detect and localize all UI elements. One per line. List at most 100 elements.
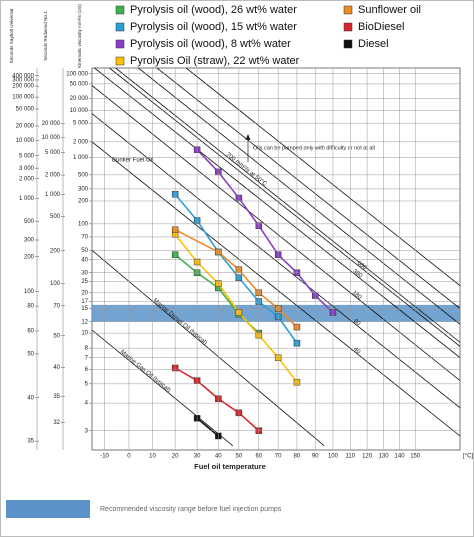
y-tick-label: 20: [81, 290, 88, 296]
reference-line: [92, 329, 234, 447]
scale-tick-label: 500: [50, 214, 61, 220]
reference-line: [156, 68, 460, 309]
x-tick-label: 50: [236, 454, 243, 460]
y-tick-label: 200: [78, 199, 89, 205]
series-line: [196, 417, 219, 437]
y-tick-label: 2 000: [73, 139, 89, 145]
x-tick-label: 20: [172, 454, 179, 460]
scale-tick-label: 40: [53, 365, 60, 371]
legend-swatch: [115, 22, 125, 32]
legend-label: Pyrolysis oil (wood), 8 wt% water: [130, 38, 291, 50]
legend-swatch: [343, 39, 353, 49]
x-tick-label: 10: [149, 454, 156, 460]
reference-line: [92, 141, 460, 437]
y-tick-label: 25: [81, 279, 88, 285]
reference-line: [185, 68, 460, 286]
legend-label: Sunflower oil: [358, 4, 421, 16]
scale-tick-label: 2 000: [45, 173, 61, 179]
legend-label: Pyrolysis oil (wood), 26 wt% water: [130, 4, 297, 16]
scale-tick-label: 40: [27, 395, 34, 401]
x-tick-label: 110: [345, 454, 355, 460]
scale-tick-label: 3 000: [19, 166, 35, 172]
reference-line-label: 380: [352, 269, 364, 280]
scale-tick-label: 500: [24, 219, 35, 225]
scale-tick-label: 200 000: [12, 84, 34, 90]
y-tick-label: 1 000: [73, 155, 89, 161]
legend-label: Diesel: [358, 38, 389, 50]
annotation: Oils can be pumped only with difficulty …: [253, 145, 375, 151]
legend-label: Pyrolysis Oil (straw), 22 wt% water: [130, 55, 300, 67]
scale-tick-label: 50 000: [16, 107, 35, 113]
x-tick-label: 130: [379, 454, 390, 460]
reference-line-label: 600: [356, 260, 368, 271]
scale-tick-label: 200: [50, 248, 61, 254]
legend-swatch: [115, 56, 125, 66]
x-tick-label: 90: [312, 454, 319, 460]
scale-tick-label: 1 000: [19, 196, 35, 202]
x-tick-label: 100: [328, 454, 339, 460]
series-line: [196, 149, 334, 314]
x-tick-label: 40: [215, 454, 222, 460]
scale-tick-label: 80: [27, 304, 34, 310]
y-tick-label: 50: [81, 248, 88, 254]
scale-tick-label: 20 000: [42, 121, 61, 127]
scale-tick-label: 50: [27, 351, 34, 357]
scale-tick-label: 60: [27, 329, 34, 335]
legend-label: BioDiesel: [358, 21, 404, 33]
legend-swatch: [115, 5, 125, 15]
reference-line: [92, 85, 460, 381]
y-tick-label: 7: [85, 355, 89, 361]
scale-tick-label: 300 000: [12, 78, 34, 84]
y-axis-title: Kinematic viscosity mm²/s (cSt): [77, 4, 82, 68]
y-tick-label: 15: [81, 306, 88, 312]
scale-tick-label: 10 000: [42, 135, 61, 141]
x-tick-label: 140: [395, 454, 406, 460]
reference-line-label: 80: [352, 318, 361, 327]
y-tick-label: 12: [81, 319, 88, 325]
scale-tick-label: 5 000: [19, 153, 35, 159]
x-tick-label: 150: [410, 454, 421, 460]
annotation-arrowhead: [245, 134, 251, 140]
y-tick-label: 10: [81, 331, 88, 337]
y-tick-label: 30: [81, 270, 88, 276]
scale-tick-label: 2 000: [19, 176, 35, 182]
scale-tick-label: 35: [53, 394, 60, 400]
y-tick-label: 100: [78, 221, 89, 227]
legend-swatch: [343, 22, 353, 32]
scale-tick-label: 35: [27, 439, 34, 445]
x-tick-label: 120: [362, 454, 373, 460]
x-tick-label: 60: [255, 454, 262, 460]
y-tick-label: 4: [85, 401, 89, 407]
scale-tick-label: 50: [53, 333, 60, 339]
plot-frame: [91, 67, 461, 451]
scale-tick-label: 400 000: [12, 73, 34, 79]
legend-swatch: [115, 39, 125, 49]
scale-tick-label: 200: [24, 254, 35, 260]
y-tick-label: 100 000: [66, 71, 88, 77]
x-tick-label: 0: [127, 454, 131, 460]
scale-tick-label: 100: [50, 281, 61, 287]
scale-tick-label: 20 000: [16, 124, 35, 130]
x-tick-label: 80: [294, 454, 301, 460]
x-tick-label: -10: [100, 454, 109, 460]
scale-tick-label: 70: [53, 303, 60, 309]
scale-tick-label: 300: [24, 238, 35, 244]
scale-tick-label: 100 000: [12, 95, 34, 101]
y-tick-label: 3: [85, 428, 89, 434]
y-tick-label: 10 000: [70, 108, 89, 114]
scale-tick-label: 5 000: [45, 150, 61, 156]
scale-tick-label: 100: [24, 289, 35, 295]
recommended-band: [92, 304, 460, 322]
scale-title: Seconds Redwood No.1: [43, 11, 48, 61]
scale-tick-label: 32: [53, 420, 60, 426]
reference-line: [92, 113, 460, 409]
reference-line: [94, 68, 460, 358]
band-legend-label: Recommended viscosity range before fuel …: [100, 506, 282, 513]
legend-swatch: [343, 5, 353, 15]
x-tick-label: 30: [194, 454, 201, 460]
y-tick-label: 17: [81, 299, 88, 305]
scale-tick-label: 1 000: [45, 192, 61, 198]
x-tick-label: 70: [275, 454, 282, 460]
annotation: Bunker Fuel Oil: [112, 158, 153, 164]
y-tick-label: 50 000: [70, 81, 89, 87]
